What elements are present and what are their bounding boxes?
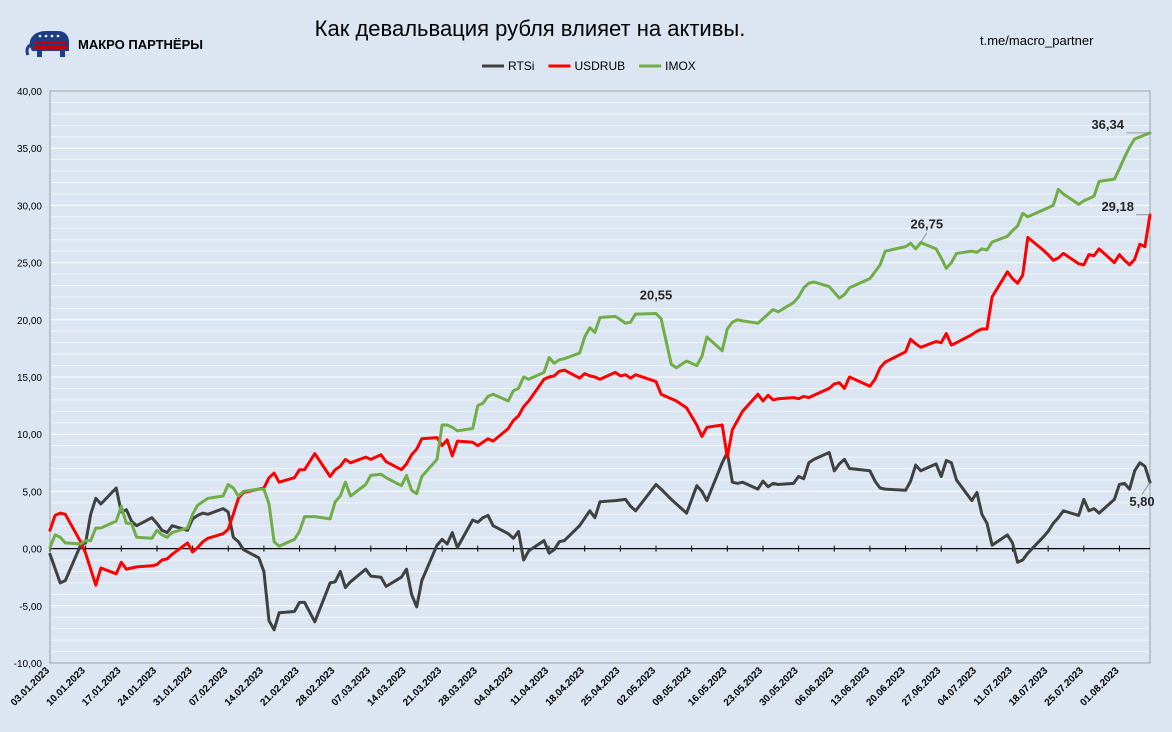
y-tick-label: 5,00 bbox=[23, 487, 43, 498]
y-tick-label: 40,00 bbox=[17, 87, 42, 98]
channel-link[interactable]: t.me/macro_partner bbox=[980, 33, 1094, 48]
y-tick-label: 20,00 bbox=[17, 316, 42, 327]
data-label-usdrub: 29,18 bbox=[1101, 199, 1134, 214]
legend-label-imox: IMOX bbox=[665, 59, 696, 73]
x-tick-label: 01.08.2023 bbox=[1078, 665, 1121, 708]
legend-label-rtsi: RTSi bbox=[508, 59, 534, 73]
data-label-imox: 26,75 bbox=[911, 217, 944, 232]
legend-label-usdrub: USDRUB bbox=[574, 59, 625, 73]
plot-area-border bbox=[49, 90, 1151, 664]
brand: МАКРО ПАРТНЁРЫ bbox=[24, 26, 203, 62]
grid-layer bbox=[49, 90, 1151, 664]
legend: RTSi USDRUB IMOX bbox=[482, 59, 696, 73]
y-tick-label: -10,00 bbox=[14, 659, 43, 670]
y-tick-label: 0,00 bbox=[23, 545, 43, 556]
series-layer bbox=[48, 131, 1152, 632]
series-line-usdrub bbox=[48, 213, 1152, 587]
series-line-rtsi bbox=[48, 451, 1152, 632]
data-label-rtsi: 5,80 bbox=[1129, 494, 1154, 509]
y-tick-label: 25,00 bbox=[17, 259, 42, 270]
axis-layer: -10,00 -5,00 0,00 5,00 10,00 15,00 20,00 25,00 3… bbox=[9, 87, 1150, 709]
data-label-imox: 36,34 bbox=[1091, 117, 1124, 132]
annotation-layer: 20,55 26,75 36,34 29,18 5,80 bbox=[640, 117, 1155, 509]
data-label-imox: 20,55 bbox=[640, 288, 673, 303]
series-line-imox bbox=[48, 131, 1152, 549]
annotation-leader bbox=[920, 232, 928, 243]
y-tick-label: 35,00 bbox=[17, 144, 42, 155]
chart-title: Как девальвация рубля влияет на активы. bbox=[314, 16, 746, 41]
y-tick-label: 10,00 bbox=[17, 430, 42, 441]
annotation-leader bbox=[1141, 482, 1151, 495]
brand-name: МАКРО ПАРТНЁРЫ bbox=[78, 36, 204, 52]
y-tick-label: 30,00 bbox=[17, 201, 42, 212]
y-tick-label: -5,00 bbox=[19, 602, 42, 613]
y-tick-label: 15,00 bbox=[17, 373, 42, 384]
elephant-logo-icon bbox=[25, 31, 70, 57]
